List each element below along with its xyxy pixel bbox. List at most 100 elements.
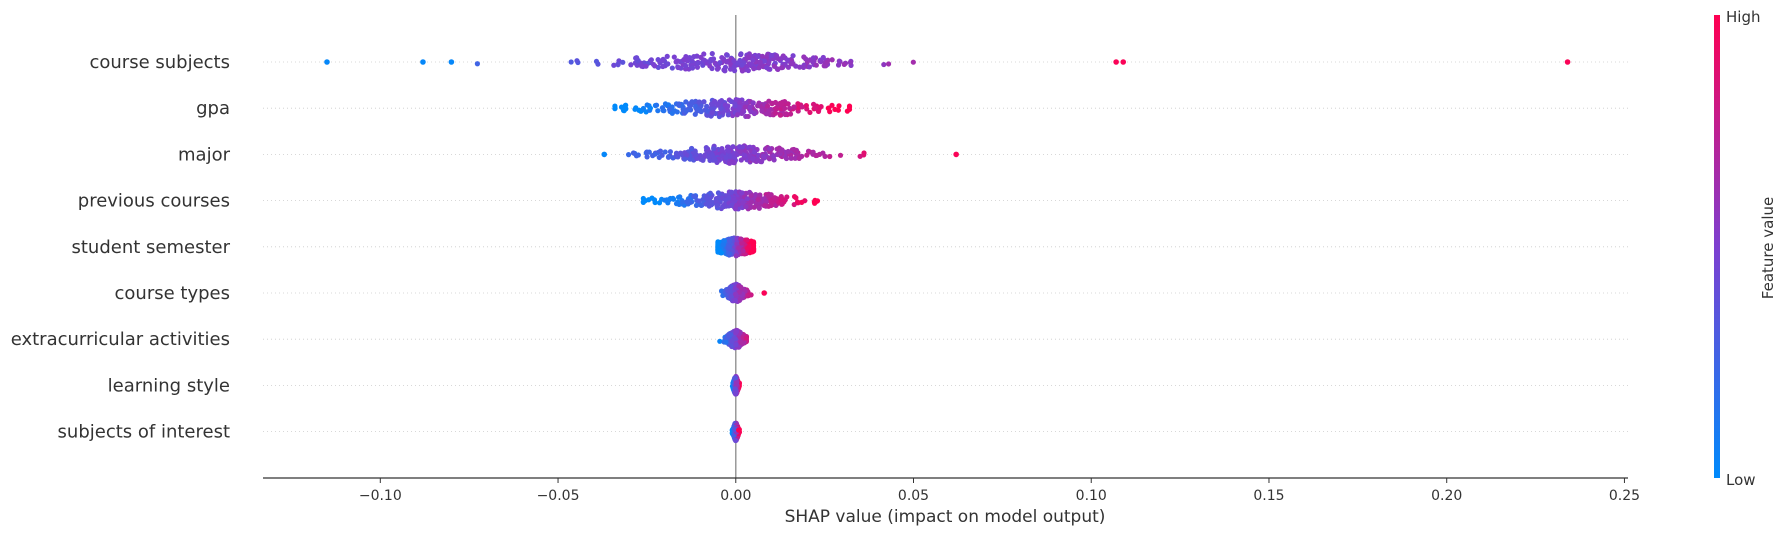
data-point xyxy=(737,99,743,105)
data-point xyxy=(759,53,766,59)
x-tick-label: 0.10 xyxy=(1076,488,1107,504)
data-point xyxy=(724,59,730,65)
data-point xyxy=(727,289,733,295)
data-point xyxy=(768,192,774,198)
x-tick-label: 0.25 xyxy=(1609,488,1640,504)
data-point xyxy=(701,99,707,105)
data-point xyxy=(683,99,689,105)
data-point xyxy=(743,204,749,210)
data-point xyxy=(755,196,761,203)
data-point xyxy=(644,154,650,160)
data-point xyxy=(712,98,718,104)
data-point xyxy=(679,199,685,205)
data-point xyxy=(783,155,790,162)
feature-label: gpa xyxy=(196,98,230,119)
data-point xyxy=(703,144,709,151)
data-point xyxy=(701,57,708,63)
data-point xyxy=(762,202,768,209)
colorbar-high-label: High xyxy=(1726,8,1760,26)
data-point xyxy=(748,193,754,199)
data-point xyxy=(593,58,600,65)
data-point xyxy=(740,248,746,254)
data-point xyxy=(742,104,748,110)
data-point xyxy=(750,57,756,63)
data-point xyxy=(695,60,701,66)
data-point xyxy=(739,144,746,150)
data-point xyxy=(723,339,729,345)
data-point xyxy=(727,66,734,72)
data-point xyxy=(711,146,717,152)
data-point xyxy=(814,152,820,159)
x-tick-label: 0.05 xyxy=(898,488,929,504)
data-point xyxy=(707,63,713,69)
data-point xyxy=(727,284,734,290)
data-point xyxy=(881,61,887,68)
data-point xyxy=(761,58,768,64)
data-point xyxy=(639,63,645,69)
data-point xyxy=(773,105,779,112)
data-point xyxy=(744,237,750,243)
data-point xyxy=(748,109,754,115)
data-point xyxy=(725,148,732,154)
data-point xyxy=(738,284,744,290)
data-point xyxy=(738,157,744,163)
data-point xyxy=(778,147,784,154)
data-point xyxy=(738,340,745,346)
x-axis-title: SHAP value (impact on model output) xyxy=(785,507,1106,527)
data-point xyxy=(623,102,629,108)
data-point xyxy=(733,390,739,396)
data-point xyxy=(448,59,455,65)
data-point xyxy=(621,108,627,114)
data-point xyxy=(568,59,574,65)
feature-label: major xyxy=(178,144,231,165)
data-point xyxy=(820,150,826,156)
data-point xyxy=(772,195,778,201)
x-tick-label: 0.15 xyxy=(1253,488,1284,504)
data-point xyxy=(715,190,722,196)
data-point xyxy=(720,242,726,248)
data-point xyxy=(729,338,735,344)
data-point xyxy=(847,59,853,66)
data-point xyxy=(760,153,766,159)
data-point xyxy=(736,104,742,110)
data-point xyxy=(681,56,687,63)
data-point xyxy=(732,375,738,381)
data-point xyxy=(814,198,821,204)
data-point xyxy=(633,153,640,159)
data-point xyxy=(836,103,842,109)
data-point xyxy=(653,102,660,108)
data-point xyxy=(736,245,742,251)
data-point xyxy=(818,59,824,65)
data-point xyxy=(739,190,745,196)
data-point xyxy=(782,105,788,112)
data-point xyxy=(807,109,813,116)
data-point xyxy=(771,63,778,69)
data-point xyxy=(688,107,694,113)
x-tick-label: 0.00 xyxy=(720,488,751,504)
data-point xyxy=(820,54,826,61)
data-point xyxy=(761,290,768,296)
data-point xyxy=(628,62,634,68)
data-point xyxy=(783,111,789,117)
data-point xyxy=(829,102,835,108)
data-point xyxy=(782,197,788,203)
data-point xyxy=(818,104,824,110)
data-point xyxy=(737,149,744,155)
data-point xyxy=(698,54,704,60)
data-point xyxy=(829,57,835,63)
data-point xyxy=(750,242,757,248)
data-point xyxy=(671,54,677,60)
data-point xyxy=(715,65,721,71)
data-point xyxy=(665,102,672,108)
data-point xyxy=(748,238,754,244)
data-point xyxy=(756,65,762,71)
data-point xyxy=(705,108,711,114)
data-point xyxy=(751,204,757,210)
data-point xyxy=(420,59,426,65)
data-point xyxy=(664,53,670,59)
data-point xyxy=(748,292,754,298)
data-point xyxy=(732,103,738,109)
data-point xyxy=(773,52,780,59)
data-point xyxy=(784,57,791,63)
